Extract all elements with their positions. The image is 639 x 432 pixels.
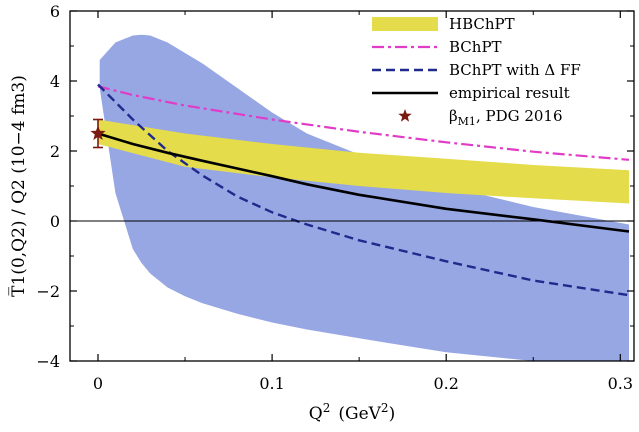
empirical-band <box>99 34 629 361</box>
legend-item-empirical: empirical result <box>372 84 570 102</box>
y-axis-label: T̅1(0,Q2) / Q2 (10−4 fm3) <box>8 75 29 297</box>
hbchpt-band <box>98 119 629 204</box>
y-tick-label: 6 <box>50 2 60 21</box>
x-tick-label: 0.3 <box>608 374 633 393</box>
legend-swatch <box>372 17 438 31</box>
x-axis-label-unit-pre: (GeV <box>338 404 381 424</box>
legend-item-bchpt_delta: BChPT with Δ FF <box>372 61 581 79</box>
y-tick-label: −2 <box>36 282 60 301</box>
legend: HBChPT BChPT BChPT with Δ FF empirical resu… <box>372 15 581 128</box>
x-axis-label-unit-post: ) <box>389 404 396 424</box>
y-tick-label: −4 <box>36 352 60 371</box>
x-axis-label: Q2 (GeV2) <box>309 401 395 424</box>
x-axis-label-unit-sup: 2 <box>381 401 389 415</box>
legend-label: BChPT <box>449 38 502 56</box>
legend-label: BChPT with Δ FF <box>449 61 581 79</box>
bchpt-line <box>97 85 630 161</box>
x-tick-label: 0.1 <box>259 374 284 393</box>
empirical-line <box>97 132 630 233</box>
legend-item-pdg: βM1, PDG 2016 <box>398 107 563 128</box>
x-tick-label: 0.2 <box>433 374 458 393</box>
bchpt-delta-line <box>97 83 630 297</box>
legend-label: βM1, PDG 2016 <box>449 107 563 128</box>
y-tick-label: 0 <box>50 212 60 231</box>
x-axis-label-sup: 2 <box>323 401 331 415</box>
axes: 0 0.1 0.2 0.3 −4 −2 0 2 4 6 <box>36 2 634 393</box>
legend-star-icon <box>398 109 412 122</box>
legend-item-hbchpt: HBChPT <box>372 15 515 33</box>
pdg-point <box>90 125 106 140</box>
plot-area <box>90 34 630 361</box>
legend-label: HBChPT <box>449 15 515 33</box>
legend-item-bchpt: BChPT <box>372 38 502 56</box>
y-tick-label: 2 <box>50 142 60 161</box>
x-tick-label: 0 <box>93 374 103 393</box>
y-tick-label: 4 <box>50 72 60 91</box>
x-axis-label-q: Q <box>309 404 323 424</box>
legend-label: empirical result <box>449 84 570 102</box>
